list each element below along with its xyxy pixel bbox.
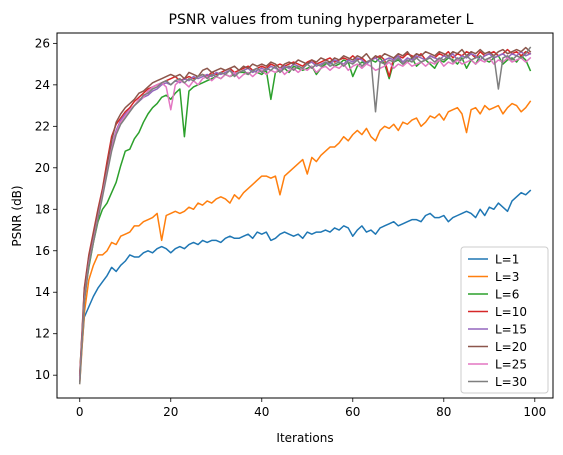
legend-label: L=20 — [495, 340, 527, 354]
legend-box — [460, 246, 549, 394]
y-tick-label: 12 — [35, 327, 50, 341]
x-tick-label: 0 — [76, 405, 84, 419]
x-tick-label: 100 — [523, 405, 546, 419]
legend-label: L=1 — [495, 253, 519, 267]
y-tick-label: 26 — [35, 36, 50, 50]
legend-label: L=25 — [495, 358, 527, 372]
y-tick-label: 20 — [35, 161, 50, 175]
series-line-l-25 — [78, 56, 532, 381]
y-axis-label: PSNR (dB) — [10, 185, 24, 246]
legend-label: L=30 — [495, 375, 527, 389]
chart-title: PSNR values from tuning hyperparameter L — [169, 12, 474, 28]
x-tick-label: 40 — [254, 405, 269, 419]
series-line-l-20 — [78, 46, 532, 383]
y-tick-label: 24 — [35, 78, 50, 92]
legend: L=1 L=3 L=6 L=10 L=15 L=20 L=25 L=30 — [460, 246, 549, 394]
series-line-l-3 — [78, 100, 532, 385]
y-tick-label: 10 — [35, 368, 50, 382]
y-tick-label: 16 — [35, 244, 50, 258]
y-axis: 10 12 14 16 18 20 22 24 26 — [35, 36, 57, 382]
x-axis-label: Iterations — [276, 431, 333, 445]
x-tick-label: 20 — [163, 405, 178, 419]
y-tick-label: 18 — [35, 202, 50, 216]
plot-lines — [78, 46, 532, 385]
series-line-l-1 — [78, 189, 532, 376]
y-tick-label: 14 — [35, 285, 50, 299]
x-tick-label: 60 — [345, 405, 360, 419]
legend-label: L=15 — [495, 323, 527, 337]
x-axis: 0 20 40 60 80 100 — [76, 398, 546, 419]
series-line-l-30 — [78, 46, 532, 385]
legend-label: L=3 — [495, 270, 519, 284]
legend-label: L=6 — [495, 288, 519, 302]
legend-label: L=10 — [495, 305, 527, 319]
x-tick-label: 80 — [436, 405, 451, 419]
plot-frame — [56, 32, 554, 399]
y-tick-label: 22 — [35, 119, 50, 133]
